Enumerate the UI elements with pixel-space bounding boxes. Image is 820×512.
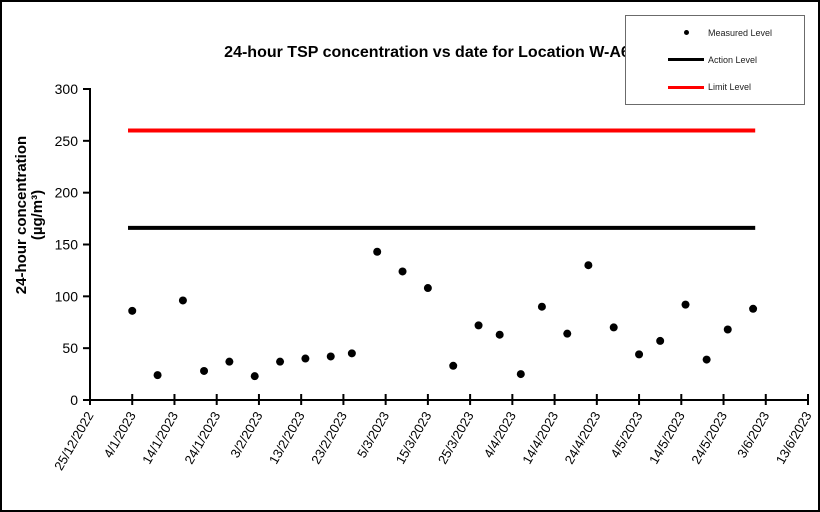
y-tick-label: 100 <box>55 288 79 304</box>
data-point <box>537 302 546 311</box>
data-point <box>276 357 285 366</box>
data-point <box>301 354 310 363</box>
y-tick-label: 0 <box>70 392 78 408</box>
x-tick-label: 15/3/2023 <box>393 409 435 467</box>
data-point <box>702 355 711 364</box>
x-tick-label: 24/4/2023 <box>562 409 604 467</box>
x-tick-label: 4/1/2023 <box>101 409 139 460</box>
x-tick-label: 4/5/2023 <box>607 409 645 460</box>
legend-item-limit-level: Limit Level <box>626 82 804 92</box>
data-point <box>584 261 593 270</box>
x-tick-label: 24/1/2023 <box>181 409 223 467</box>
data-point <box>326 352 335 361</box>
y-tick-label: 250 <box>55 133 79 149</box>
limit-level-line-icon <box>668 85 704 89</box>
data-point <box>681 300 690 309</box>
data-point <box>153 371 162 380</box>
x-tick-label: 14/1/2023 <box>139 409 181 467</box>
legend-item-measured-level: Measured Level <box>626 28 804 38</box>
x-tick-label: 13/2/2023 <box>266 409 308 467</box>
data-point <box>609 323 618 332</box>
x-tick-label: 3/2/2023 <box>227 409 265 460</box>
y-axis-title-line2: (µg/m³) <box>29 189 46 241</box>
x-tick-label: 14/4/2023 <box>519 409 561 467</box>
x-tick-label: 23/2/2023 <box>308 409 350 467</box>
data-point <box>178 296 187 305</box>
x-tick-label: 14/5/2023 <box>646 409 688 467</box>
data-point <box>347 349 356 358</box>
y-tick-label: 200 <box>55 185 79 201</box>
x-tick-label: 25/3/2023 <box>435 409 477 467</box>
data-point <box>749 304 758 313</box>
data-point <box>398 267 407 276</box>
y-tick-label: 300 <box>55 81 79 97</box>
x-tick-label: 5/3/2023 <box>354 409 392 460</box>
data-point <box>656 336 665 345</box>
data-point <box>373 247 382 256</box>
x-tick-label: 3/6/2023 <box>734 409 772 460</box>
data-point <box>495 330 504 339</box>
y-axis-title-line1: 24-hour concentration <box>13 135 30 295</box>
measured-level-dot-icon <box>668 30 704 36</box>
x-tick-label: 25/12/2022 <box>51 409 97 473</box>
legend-label: Measured Level <box>708 27 773 38</box>
x-tick-label: 13/6/2023 <box>773 409 815 467</box>
action-level-line-icon <box>668 58 704 62</box>
data-point <box>225 357 234 366</box>
x-tick-label: 24/5/2023 <box>688 409 730 467</box>
data-point <box>200 366 209 375</box>
data-point <box>723 325 732 334</box>
y-tick-label: 150 <box>55 237 79 253</box>
data-point <box>128 306 137 315</box>
y-tick-label: 50 <box>62 340 78 356</box>
data-point <box>449 361 458 370</box>
legend-box: Measured Level Action Level Limit Level <box>625 15 805 105</box>
legend-label: Limit Level <box>708 82 752 93</box>
data-point <box>423 284 432 293</box>
y-axis-title: 24-hour concentration (µg/m³) <box>13 65 46 365</box>
data-point <box>516 370 525 379</box>
data-point <box>250 372 259 381</box>
data-point <box>635 350 644 359</box>
legend-label: Action Level <box>708 54 758 65</box>
legend-item-action-level: Action Level <box>626 55 804 65</box>
x-tick-label: 4/4/2023 <box>481 409 519 460</box>
data-point <box>563 329 572 338</box>
data-point <box>474 321 483 330</box>
chart-title: 24-hour TSP concentration vs date for Lo… <box>224 44 630 61</box>
